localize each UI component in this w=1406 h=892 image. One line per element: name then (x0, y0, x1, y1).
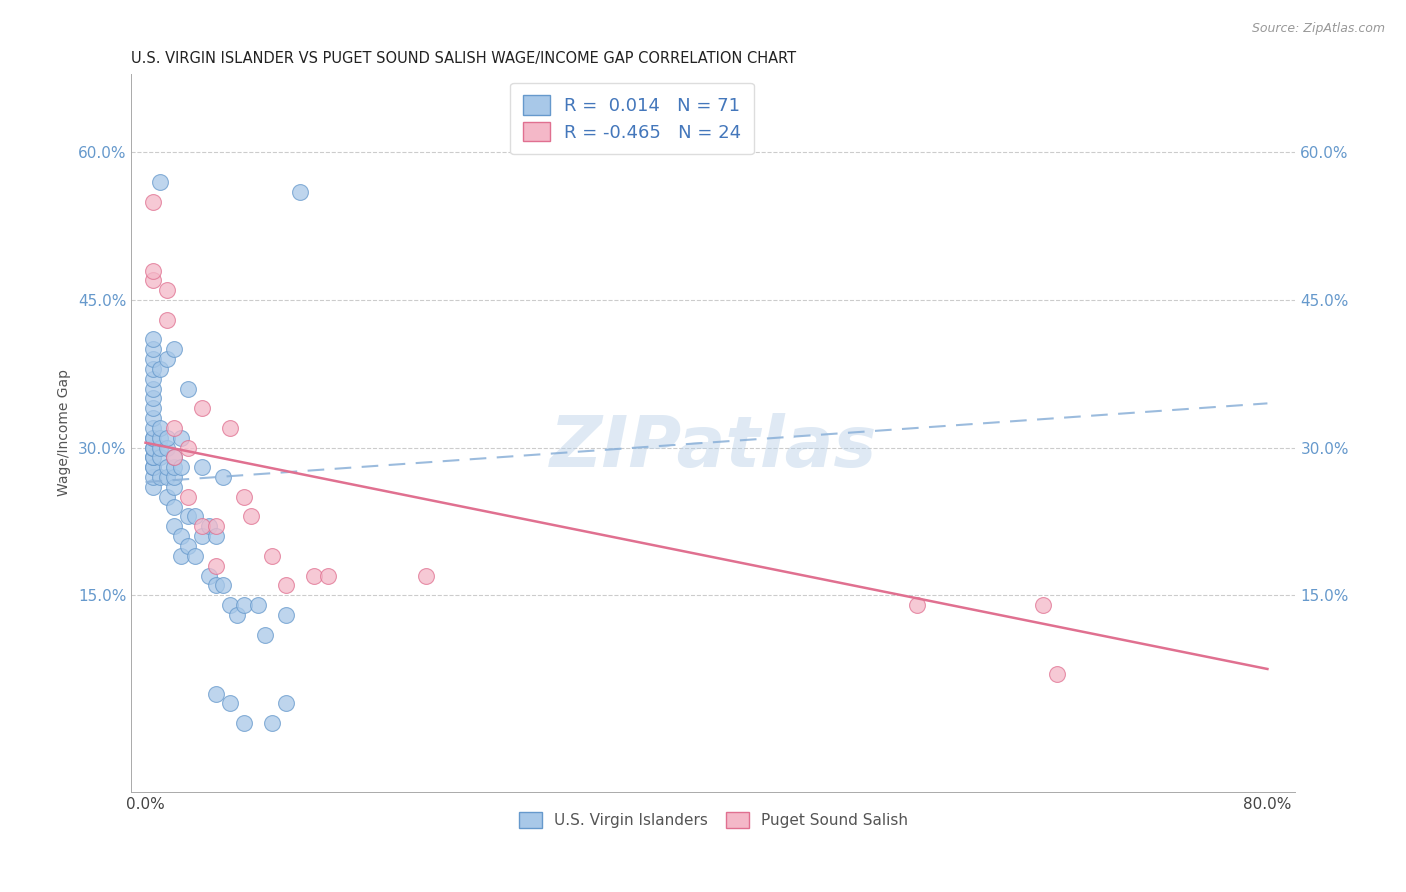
Point (141, 352, 163, 367)
Point (162, 519, 184, 533)
Point (141, 362, 163, 376)
Point (148, 421, 170, 435)
Point (155, 460, 177, 475)
Point (148, 441, 170, 455)
Point (141, 273, 163, 287)
Point (232, 598, 254, 612)
Point (141, 401, 163, 416)
Point (141, 194, 163, 209)
Point (141, 450, 163, 465)
Point (141, 411, 163, 425)
Point (204, 519, 226, 533)
Point (190, 529, 212, 543)
Point (176, 490, 198, 504)
Point (141, 460, 163, 475)
Point (260, 549, 283, 563)
Point (141, 460, 163, 475)
Point (253, 627, 276, 641)
Point (211, 578, 233, 592)
Point (190, 460, 212, 475)
Point (225, 607, 247, 622)
Point (141, 421, 163, 435)
Point (162, 470, 184, 484)
Point (148, 431, 170, 445)
Point (176, 441, 198, 455)
Point (141, 431, 163, 445)
Point (169, 549, 191, 563)
Point (155, 352, 177, 367)
Point (148, 470, 170, 484)
Point (148, 175, 170, 189)
Point (155, 312, 177, 326)
Point (218, 598, 240, 612)
Point (148, 362, 170, 376)
Point (155, 431, 177, 445)
Point (274, 697, 297, 711)
Point (274, 578, 297, 592)
Point (302, 568, 325, 582)
Point (169, 460, 191, 475)
Point (162, 460, 184, 475)
Point (232, 490, 254, 504)
Point (162, 421, 184, 435)
Point (141, 382, 163, 396)
Point (141, 333, 163, 347)
Point (176, 509, 198, 524)
Point (176, 539, 198, 553)
Point (190, 519, 212, 533)
Point (155, 441, 177, 455)
Point (316, 568, 339, 582)
Point (288, 185, 311, 199)
Point (141, 372, 163, 386)
Point (169, 529, 191, 543)
Point (141, 441, 163, 455)
Legend: U.S. Virgin Islanders, Puget Sound Salish: U.S. Virgin Islanders, Puget Sound Salis… (513, 805, 914, 835)
Point (204, 687, 226, 701)
Point (162, 480, 184, 494)
Point (141, 431, 163, 445)
Point (155, 490, 177, 504)
Point (169, 431, 191, 445)
Point (183, 509, 205, 524)
Point (204, 558, 226, 573)
Point (239, 509, 262, 524)
Text: ZIPatlas: ZIPatlas (550, 413, 877, 482)
Text: U.S. VIRGIN ISLANDER VS PUGET SOUND SALISH WAGE/INCOME GAP CORRELATION CHART: U.S. VIRGIN ISLANDER VS PUGET SOUND SALI… (132, 51, 797, 66)
Point (1046, 666, 1069, 681)
Point (183, 549, 205, 563)
Point (905, 598, 928, 612)
Point (415, 568, 437, 582)
Point (211, 470, 233, 484)
Y-axis label: Wage/Income Gap: Wage/Income Gap (58, 369, 72, 496)
Point (246, 598, 269, 612)
Point (197, 519, 219, 533)
Point (141, 470, 163, 484)
Point (232, 716, 254, 731)
Point (141, 450, 163, 465)
Point (148, 450, 170, 465)
Point (155, 470, 177, 484)
Point (176, 382, 198, 396)
Point (141, 480, 163, 494)
Point (218, 421, 240, 435)
Point (204, 529, 226, 543)
Point (162, 450, 184, 465)
Point (162, 500, 184, 514)
Point (1032, 598, 1054, 612)
Point (274, 607, 297, 622)
Point (141, 441, 163, 455)
Point (141, 392, 163, 406)
Point (204, 578, 226, 592)
Point (162, 343, 184, 357)
Point (190, 401, 212, 416)
Point (141, 263, 163, 277)
Point (141, 343, 163, 357)
Point (155, 283, 177, 297)
Point (162, 450, 184, 465)
Point (197, 568, 219, 582)
Text: Source: ZipAtlas.com: Source: ZipAtlas.com (1251, 22, 1385, 36)
Point (218, 697, 240, 711)
Point (260, 716, 283, 731)
